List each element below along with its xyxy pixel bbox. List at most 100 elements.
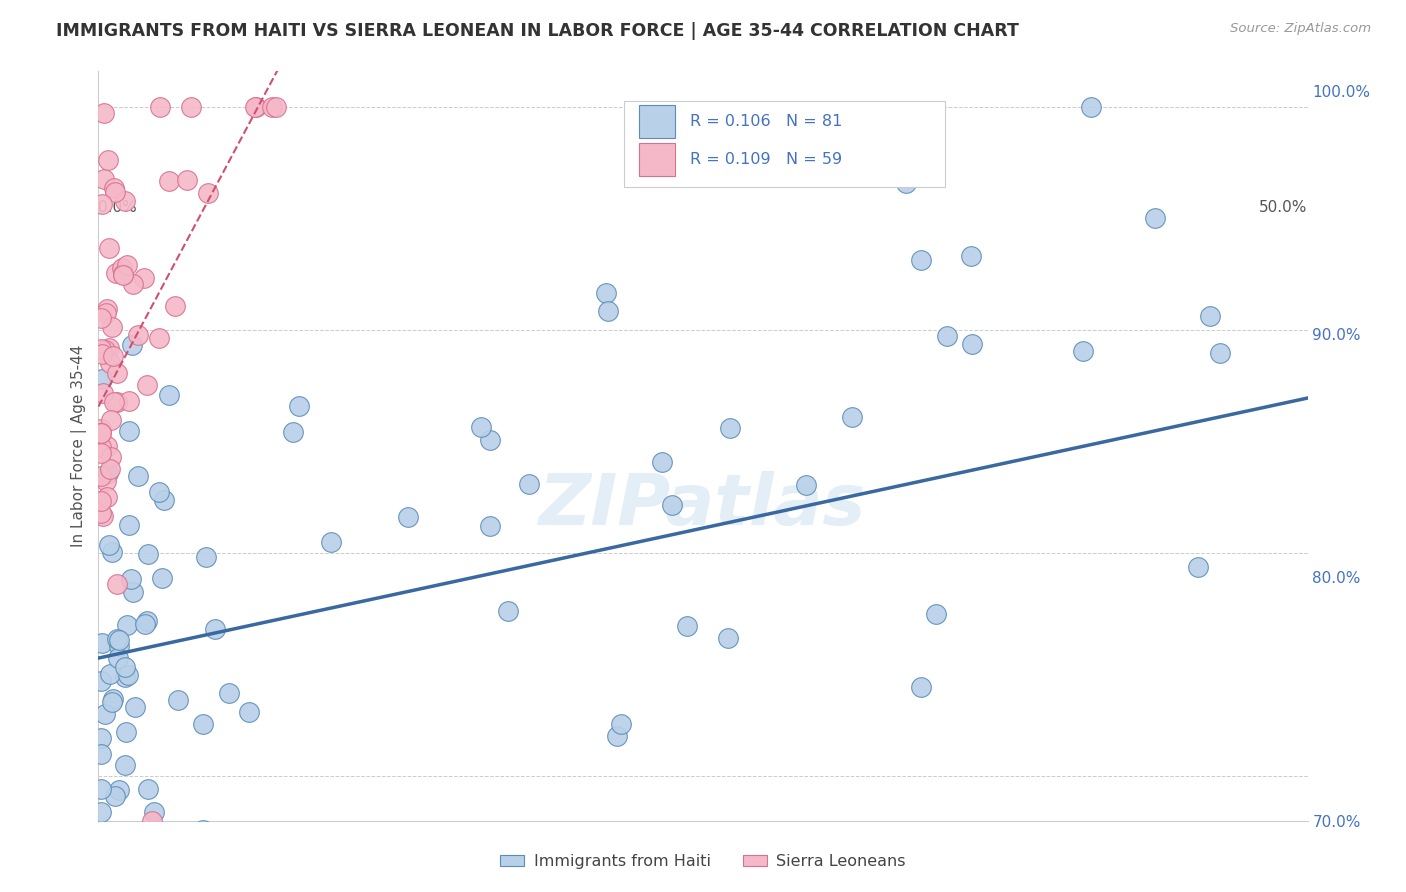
Text: IMMIGRANTS FROM HAITI VS SIERRA LEONEAN IN LABOR FORCE | AGE 35-44 CORRELATION C: IMMIGRANTS FROM HAITI VS SIERRA LEONEAN … <box>56 22 1019 40</box>
Point <box>114 670 136 684</box>
Point <box>163 299 186 313</box>
Point <box>138 547 160 561</box>
Point <box>93 106 115 120</box>
Point <box>1080 100 1102 114</box>
Point <box>91 386 114 401</box>
Point <box>122 277 145 291</box>
Point <box>841 410 863 425</box>
Point <box>517 476 540 491</box>
Point <box>960 249 983 263</box>
Point <box>141 814 163 828</box>
Point <box>97 153 120 167</box>
Point <box>90 636 112 650</box>
Point <box>136 377 159 392</box>
Point <box>101 350 124 364</box>
Point <box>136 781 159 796</box>
Point <box>1144 211 1167 226</box>
Point <box>90 494 112 508</box>
Point <box>166 693 188 707</box>
Point <box>288 399 311 413</box>
Point <box>101 545 124 559</box>
Point <box>105 632 128 647</box>
Point <box>94 343 117 358</box>
Point <box>910 252 932 267</box>
Point <box>90 731 112 745</box>
Point <box>470 419 492 434</box>
Point <box>114 194 136 208</box>
Point <box>98 242 121 256</box>
Point <box>104 186 127 200</box>
Point <box>90 372 112 386</box>
Point <box>194 550 217 565</box>
Point <box>149 100 172 114</box>
Point <box>98 341 121 355</box>
Point <box>253 887 276 892</box>
Point <box>118 393 141 408</box>
Point <box>98 667 121 681</box>
Point <box>90 782 112 797</box>
Point <box>396 510 419 524</box>
Point <box>107 633 129 648</box>
Point <box>114 660 136 674</box>
Text: 0.0%: 0.0% <box>98 200 138 215</box>
Point <box>101 696 124 710</box>
Point <box>117 517 139 532</box>
Point <box>118 424 141 438</box>
Point <box>93 707 115 722</box>
Point <box>108 782 131 797</box>
Point <box>157 388 180 402</box>
Point <box>115 724 138 739</box>
Point <box>93 172 115 186</box>
Point <box>676 618 699 632</box>
Point <box>115 258 138 272</box>
Point <box>1209 346 1232 360</box>
Point <box>121 337 143 351</box>
Point <box>114 757 136 772</box>
FancyBboxPatch shape <box>638 104 675 138</box>
Point <box>104 266 127 280</box>
Point <box>115 617 138 632</box>
Point <box>598 304 620 318</box>
Point <box>479 434 502 448</box>
Point <box>96 302 118 317</box>
Point <box>127 468 149 483</box>
Text: R = 0.109   N = 59: R = 0.109 N = 59 <box>690 152 842 167</box>
FancyBboxPatch shape <box>624 102 945 187</box>
Point <box>127 327 149 342</box>
Point <box>105 395 128 409</box>
Point <box>111 260 134 275</box>
Point <box>245 100 267 114</box>
Text: ZIPatlas: ZIPatlas <box>540 472 866 541</box>
Point <box>260 100 283 114</box>
Point <box>1187 559 1209 574</box>
Point <box>90 446 112 460</box>
Point <box>143 805 166 820</box>
Point <box>936 329 959 343</box>
Point <box>100 413 122 427</box>
Point <box>925 607 948 621</box>
Point <box>90 440 112 454</box>
Point <box>105 577 128 591</box>
Point <box>610 716 633 731</box>
Point <box>97 466 120 480</box>
Point <box>107 650 129 665</box>
Point <box>124 700 146 714</box>
Legend: Immigrants from Haiti, Sierra Leoneans: Immigrants from Haiti, Sierra Leoneans <box>494 847 912 875</box>
Point <box>264 100 287 114</box>
Point <box>90 425 112 440</box>
Point <box>112 267 135 281</box>
Point <box>1198 309 1220 323</box>
Point <box>176 173 198 187</box>
Point <box>103 395 125 409</box>
Point <box>90 673 112 688</box>
Point <box>718 421 741 435</box>
Point <box>90 197 112 211</box>
Point <box>661 498 683 512</box>
Point <box>90 421 112 435</box>
Point <box>90 747 112 761</box>
Point <box>112 884 135 892</box>
Point <box>112 268 135 283</box>
Point <box>132 270 155 285</box>
Point <box>96 439 118 453</box>
Point <box>134 616 156 631</box>
